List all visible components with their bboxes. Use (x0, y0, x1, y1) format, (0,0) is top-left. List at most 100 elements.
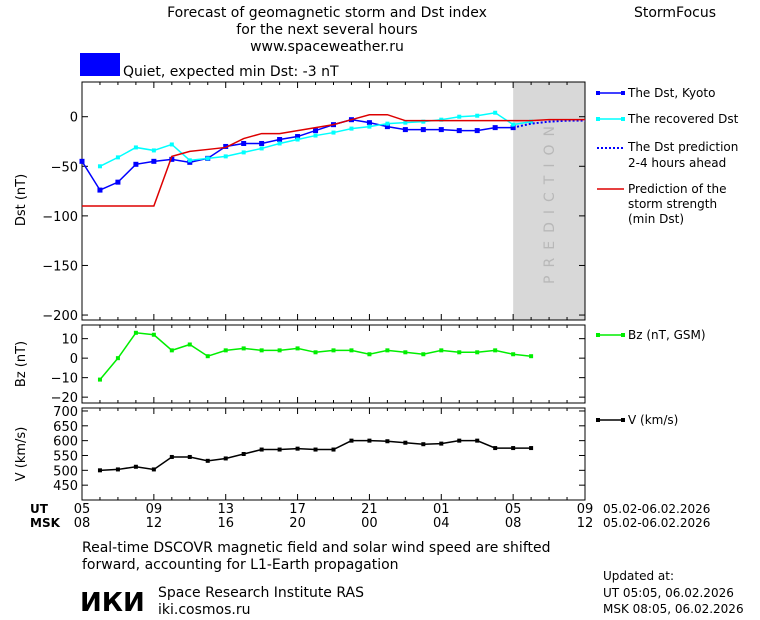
msk-tick-label: 00 (361, 516, 378, 531)
bz-nt-gsm-point (529, 354, 534, 359)
the-recovered-dst-point (313, 133, 318, 138)
dst-ytick-label: −200 (42, 309, 78, 324)
bz-nt-gsm-point (223, 348, 228, 353)
msk-tick-label: 12 (577, 516, 594, 531)
dst-plot-frame (81, 81, 586, 321)
the-dst-kyoto-point (420, 127, 426, 133)
the-dst-kyoto-point (97, 187, 103, 193)
legend-bz-marker-b (621, 333, 625, 337)
title-line-2: for the next several hours (236, 22, 417, 38)
bz-plot-frame (81, 324, 586, 404)
v-ytick-label: 450 (53, 479, 78, 494)
updated-msk: MSK 08:05, 06.02.2026 (603, 602, 744, 616)
bz-nt-gsm-point (367, 352, 372, 357)
v-km-s-point (439, 441, 444, 446)
legend-prediction-text-1: The Dst prediction (627, 140, 738, 154)
msk-tick-label: 20 (289, 516, 306, 531)
legend: The Dst, Kyoto The recovered Dst The Dst… (596, 86, 739, 427)
bz-nt-gsm-point (457, 350, 462, 355)
v-km-s-point (97, 468, 102, 473)
institute-site: iki.cosmos.ru (158, 602, 250, 618)
the-recovered-dst-point (331, 130, 336, 135)
v-ytick-label: 700 (53, 405, 78, 420)
dst-ytick-label: −150 (42, 259, 78, 274)
the-recovered-dst-point (493, 110, 498, 115)
the-recovered-dst-point (241, 150, 246, 155)
brand-label: StormFocus (634, 5, 716, 21)
bz-nt-gsm-point (439, 348, 444, 353)
msk-tick-label: 08 (74, 516, 91, 531)
msk-label: MSK (30, 516, 61, 530)
v-ytick-label: 500 (53, 464, 78, 479)
the-dst-kyoto-point (151, 158, 157, 164)
v-km-s-point (529, 446, 534, 451)
ut-tick-label: 05 (74, 502, 91, 517)
bz-nt-gsm-point (115, 356, 120, 361)
msk-tick-label: 04 (433, 516, 450, 531)
v-km-s-point (295, 446, 300, 451)
title-line-1: Forecast of geomagnetic storm and Dst in… (167, 5, 487, 21)
v-km-s-point (457, 438, 462, 443)
the-recovered-dst-point (367, 124, 372, 129)
v-ylabel: V (km/s) (14, 427, 29, 482)
legend-v-text: V (km/s) (628, 413, 678, 427)
status-text: Quiet, expected min Dst: -3 nT (123, 64, 339, 80)
bz-ytick-label: 0 (70, 352, 78, 367)
bz-nt-gsm-point (313, 350, 318, 355)
the-dst-kyoto-point (492, 125, 498, 131)
the-dst-kyoto-point (259, 140, 265, 146)
v-km-s-point (187, 454, 192, 459)
the-dst-kyoto-point (366, 120, 372, 126)
the-dst-kyoto-point (384, 124, 390, 130)
bz-nt-gsm-point (151, 332, 156, 337)
updated-label: Updated at: (603, 569, 674, 583)
bz-nt-gsm-line (99, 332, 532, 381)
msk-tick-label: 12 (146, 516, 163, 531)
the-recovered-dst-point (295, 137, 300, 142)
legend-recovered-marker-a (596, 117, 600, 121)
title-line-3: www.spaceweather.ru (250, 39, 404, 55)
bz-nt-gsm-point (133, 330, 138, 335)
msk-range: 05.02-06.02.2026 (603, 516, 710, 530)
bz-nt-gsm-point (187, 342, 192, 347)
v-km-s-point (277, 447, 282, 452)
the-dst-kyoto-point (79, 158, 85, 164)
v-km-s-point (241, 452, 246, 456)
bz-nt-gsm-point (493, 348, 498, 353)
the-dst-kyoto-point (223, 143, 229, 149)
the-recovered-dst-point (259, 146, 264, 151)
legend-strength-text-1: Prediction of the (628, 182, 727, 196)
msk-tick-label: 16 (217, 516, 234, 531)
legend-kyoto-text: The Dst, Kyoto (627, 86, 715, 100)
bz-nt-gsm-point (241, 346, 246, 351)
bz-panel: 10 0 −10 −20 Bz (nT) (14, 324, 586, 406)
the-recovered-dst-point (349, 126, 354, 131)
the-recovered-dst-point (205, 156, 210, 161)
v-ytick-label: 550 (53, 449, 78, 464)
v-km-s-point (205, 458, 210, 463)
ut-tick-label: 17 (289, 502, 306, 517)
the-recovered-dst-point (457, 114, 462, 119)
v-km-s-line (99, 439, 532, 472)
v-km-s-point (169, 454, 174, 459)
updated-ut: UT 05:05, 06.02.2026 (603, 586, 734, 600)
the-recovered-dst-point (277, 141, 282, 146)
note-line-2: forward, accounting for L1-Earth propaga… (82, 557, 399, 573)
v-km-s-point (349, 438, 354, 443)
legend-kyoto-marker-a (596, 91, 600, 95)
ut-tick-label: 01 (433, 502, 450, 517)
the-dst-kyoto-point (133, 161, 139, 167)
bz-nt-gsm-point (277, 348, 282, 353)
the-dst-kyoto-point (277, 137, 283, 143)
the-recovered-dst-point (385, 121, 390, 126)
bz-nt-gsm-point (97, 377, 102, 382)
status-swatch (80, 53, 120, 76)
legend-recovered-text: The recovered Dst (627, 112, 739, 126)
v-km-s-point (331, 447, 336, 452)
the-dst-kyoto-point (115, 179, 121, 185)
v-km-s-point (313, 447, 318, 452)
the-recovered-dst-point (187, 158, 192, 163)
bz-nt-gsm-point (349, 348, 354, 353)
